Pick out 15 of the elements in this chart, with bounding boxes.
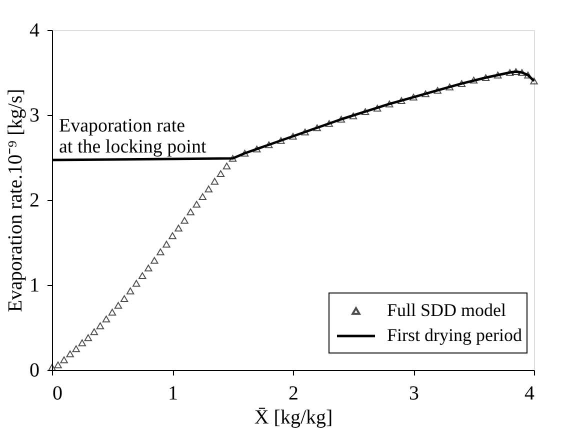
y-tick-label: 1 — [30, 274, 40, 296]
x-tick-label: 3 — [409, 382, 419, 404]
y-tick-label: 4 — [30, 20, 40, 42]
x-axis-title: X̄ [kg/kg] — [254, 406, 333, 428]
y-tick-label: 0 — [30, 360, 40, 382]
x-tick-label: 2 — [288, 382, 298, 404]
y-tick-label: 3 — [30, 104, 40, 126]
x-tick-label: 0 — [52, 382, 62, 404]
annotation: Evaporation rate at the locking point — [59, 115, 207, 158]
x-tick-label: 1 — [168, 382, 178, 404]
legend-label: Full SDD model — [387, 300, 506, 320]
y-tick-label: 2 — [30, 190, 40, 212]
x-tick-label: 4 — [524, 382, 534, 404]
legend-label: First drying period — [387, 325, 522, 345]
y-axis-title: Evaporation rate.10⁻⁹ [kg/s] — [4, 88, 26, 312]
